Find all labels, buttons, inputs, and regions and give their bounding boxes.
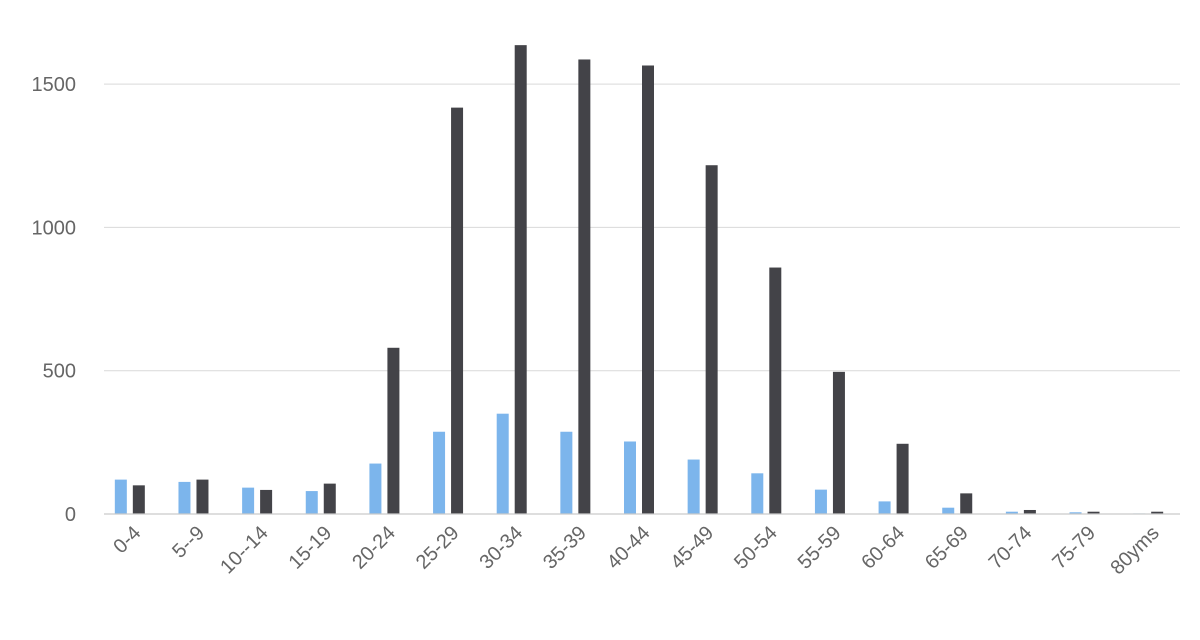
bar-s2-45-49 [705,165,718,514]
bar-s1-55-59 [814,489,827,514]
bar-s1-65-69 [942,507,955,514]
bar-s2-10--14 [260,489,273,514]
bar-s1-35-39 [560,431,573,514]
bar-s1-15-19 [305,491,318,514]
bar-s2-35-39 [578,59,591,514]
x-tick-label-14: 70-74 [985,522,1037,574]
x-tick-label-3: 15-19 [285,522,337,574]
x-tick-label-2: 10--14 [216,522,272,578]
x-tick-label-9: 45-49 [666,522,718,574]
x-tick-label-7: 35-39 [539,522,591,574]
bar-s1-0-4 [114,479,127,514]
x-tick-label-12: 60-64 [857,522,909,574]
bar-s2-80yms [1151,511,1164,514]
bar-s2-50-54 [769,267,782,514]
y-tick-label-3: 1500 [32,74,77,96]
x-tick-label-4: 20-24 [348,522,400,574]
x-tick-label-15: 75-79 [1048,522,1100,574]
bar-s1-60-64 [878,501,891,514]
x-tick-label-11: 55-59 [794,522,846,574]
bar-s2-40-44 [642,65,654,515]
y-tick-label-2: 1000 [32,217,77,239]
bar-s2-0-4 [132,485,145,514]
bar-s2-25-29 [451,107,464,514]
x-axis-tick-labels: 0-4 5--9 10--14 15-19 20-24 25-29 30-34 35-39 40… [109,522,1163,579]
bar-s1-50-54 [751,473,764,514]
bar-s2-20-24 [387,347,400,514]
bars [114,45,1164,515]
x-tick-label-13: 65-69 [921,522,973,574]
x-tick-label-5: 25-29 [412,522,464,574]
bar-s2-70-74 [1023,509,1036,514]
y-tick-label-1: 500 [43,361,76,383]
x-tick-label-0: 0-4 [109,522,145,558]
x-tick-label-8: 40-44 [603,522,655,574]
x-tick-label-6: 30-34 [476,522,528,574]
bar-s1-70-74 [1005,511,1018,514]
bar-s2-30-34 [514,45,527,515]
y-tick-label-0: 0 [65,504,76,526]
x-tick-label-16: 80yms [1107,522,1164,579]
bar-s1-30-34 [496,413,509,514]
bar-s2-55-59 [832,371,845,514]
x-tick-label-10: 50-54 [730,522,782,574]
bar-s1-20-24 [369,463,382,514]
x-tick-label-1: 5--9 [168,522,209,563]
bar-s1-25-29 [433,431,446,514]
y-axis-tick-labels: 0 500 1000 1500 [32,74,77,526]
bar-s2-65-69 [960,493,973,514]
bar-s2-75-79 [1087,511,1100,514]
bar-s1-45-49 [687,459,700,514]
bar-s2-15-19 [323,483,336,514]
bar-s1-10--14 [242,487,255,514]
bar-s1-5--9 [178,481,191,514]
bar-s2-5--9 [196,479,209,514]
bar-s1-75-79 [1069,512,1082,514]
bar-s2-60-64 [896,443,909,514]
bar-s1-40-44 [624,441,636,514]
